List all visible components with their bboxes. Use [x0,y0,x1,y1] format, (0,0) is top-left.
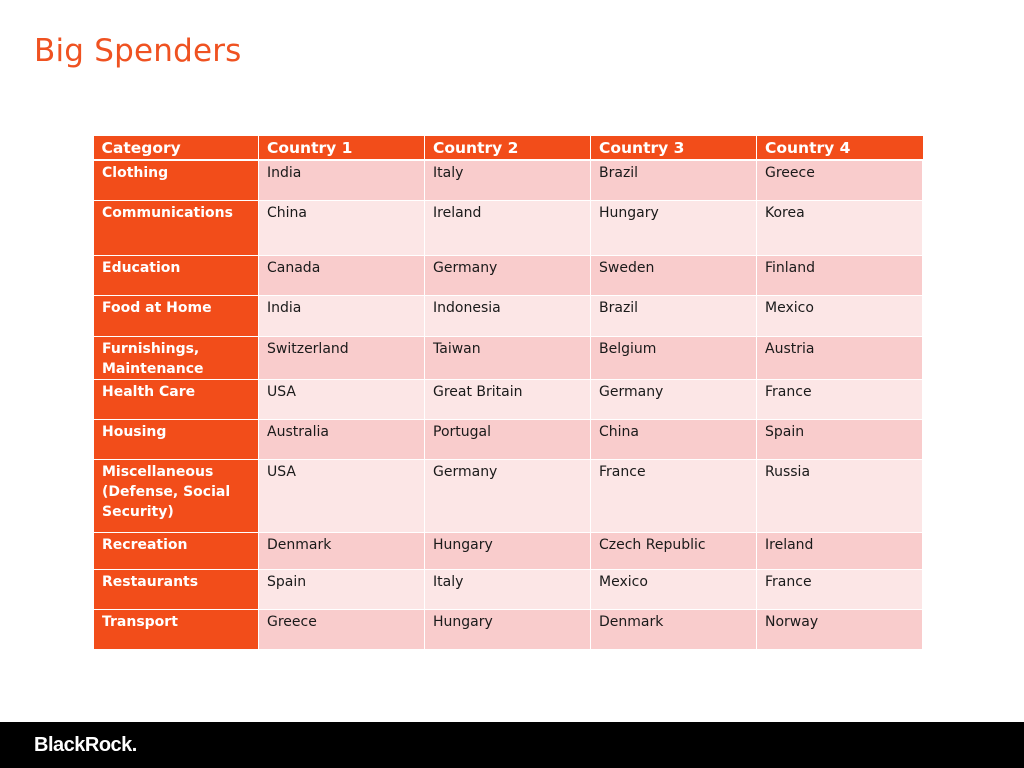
country-cell: Great Britain [424,378,591,420]
footer-bar: BlackRock. [0,722,1024,768]
table-row: Housing Australia Portugal China Spain [93,418,923,460]
table-row: Transport Greece Hungary Denmark Norway [93,608,923,650]
country-cell: Ireland [424,199,591,256]
country-cell: Brazil [590,159,757,201]
country-cell: Belgium [590,335,757,380]
country-cell: India [258,294,425,337]
table-row: Miscellaneous (Defense, Social Security)… [93,458,923,533]
country-cell: Sweden [590,254,757,296]
country-cell: France [756,568,923,610]
header-country-3: Country 3 [590,136,757,161]
country-cell: Italy [424,159,591,201]
country-cell: USA [258,458,425,533]
country-cell: Australia [258,418,425,460]
country-cell: Canada [258,254,425,296]
table-row: Furnishings, Maintenance Switzerland Tai… [93,335,923,380]
country-cell: Germany [424,254,591,296]
country-cell: Greece [756,159,923,201]
category-cell: Health Care [93,378,259,420]
country-cell: Norway [756,608,923,650]
country-cell: Korea [756,199,923,256]
country-cell: France [756,378,923,420]
country-cell: Austria [756,335,923,380]
page-title: Big Spenders [34,33,242,69]
category-cell: Food at Home [93,294,259,337]
category-cell: Clothing [93,159,259,201]
spending-table: Category Country 1 Country 2 Country 3 C… [93,136,923,650]
category-cell: Miscellaneous (Defense, Social Security) [93,458,259,533]
table-row: Education Canada Germany Sweden Finland [93,254,923,296]
country-cell: Portugal [424,418,591,460]
country-cell: Hungary [424,531,591,570]
country-cell: Germany [590,378,757,420]
country-cell: Taiwan [424,335,591,380]
country-cell: USA [258,378,425,420]
blackrock-logo: BlackRock. [34,734,137,756]
category-cell: Transport [93,608,259,650]
table-row: Food at Home India Indonesia Brazil Mexi… [93,294,923,337]
country-cell: Mexico [756,294,923,337]
country-cell: Denmark [590,608,757,650]
country-cell: Hungary [424,608,591,650]
country-cell: Indonesia [424,294,591,337]
table-row: Recreation Denmark Hungary Czech Republi… [93,531,923,570]
table-row: Clothing India Italy Brazil Greece [93,159,923,201]
country-cell: China [590,418,757,460]
country-cell: Mexico [590,568,757,610]
category-cell: Recreation [93,531,259,570]
table-row: Communications China Ireland Hungary Kor… [93,199,923,256]
category-cell: Communications [93,199,259,256]
country-cell: Switzerland [258,335,425,380]
category-cell: Housing [93,418,259,460]
country-cell: Spain [258,568,425,610]
table-row: Restaurants Spain Italy Mexico France [93,568,923,610]
country-cell: Greece [258,608,425,650]
country-cell: Denmark [258,531,425,570]
country-cell: Ireland [756,531,923,570]
country-cell: Czech Republic [590,531,757,570]
country-cell: Hungary [590,199,757,256]
country-cell: Russia [756,458,923,533]
header-country-4: Country 4 [756,136,923,161]
country-cell: China [258,199,425,256]
table-row: Health Care USA Great Britain Germany Fr… [93,378,923,420]
country-cell: Spain [756,418,923,460]
category-cell: Furnishings, Maintenance [93,335,259,380]
country-cell: Germany [424,458,591,533]
category-cell: Education [93,254,259,296]
header-category: Category [93,136,259,161]
country-cell: India [258,159,425,201]
header-country-2: Country 2 [424,136,591,161]
country-cell: Italy [424,568,591,610]
country-cell: Brazil [590,294,757,337]
table-header-row: Category Country 1 Country 2 Country 3 C… [93,136,923,161]
category-cell: Restaurants [93,568,259,610]
country-cell: France [590,458,757,533]
country-cell: Finland [756,254,923,296]
header-country-1: Country 1 [258,136,425,161]
